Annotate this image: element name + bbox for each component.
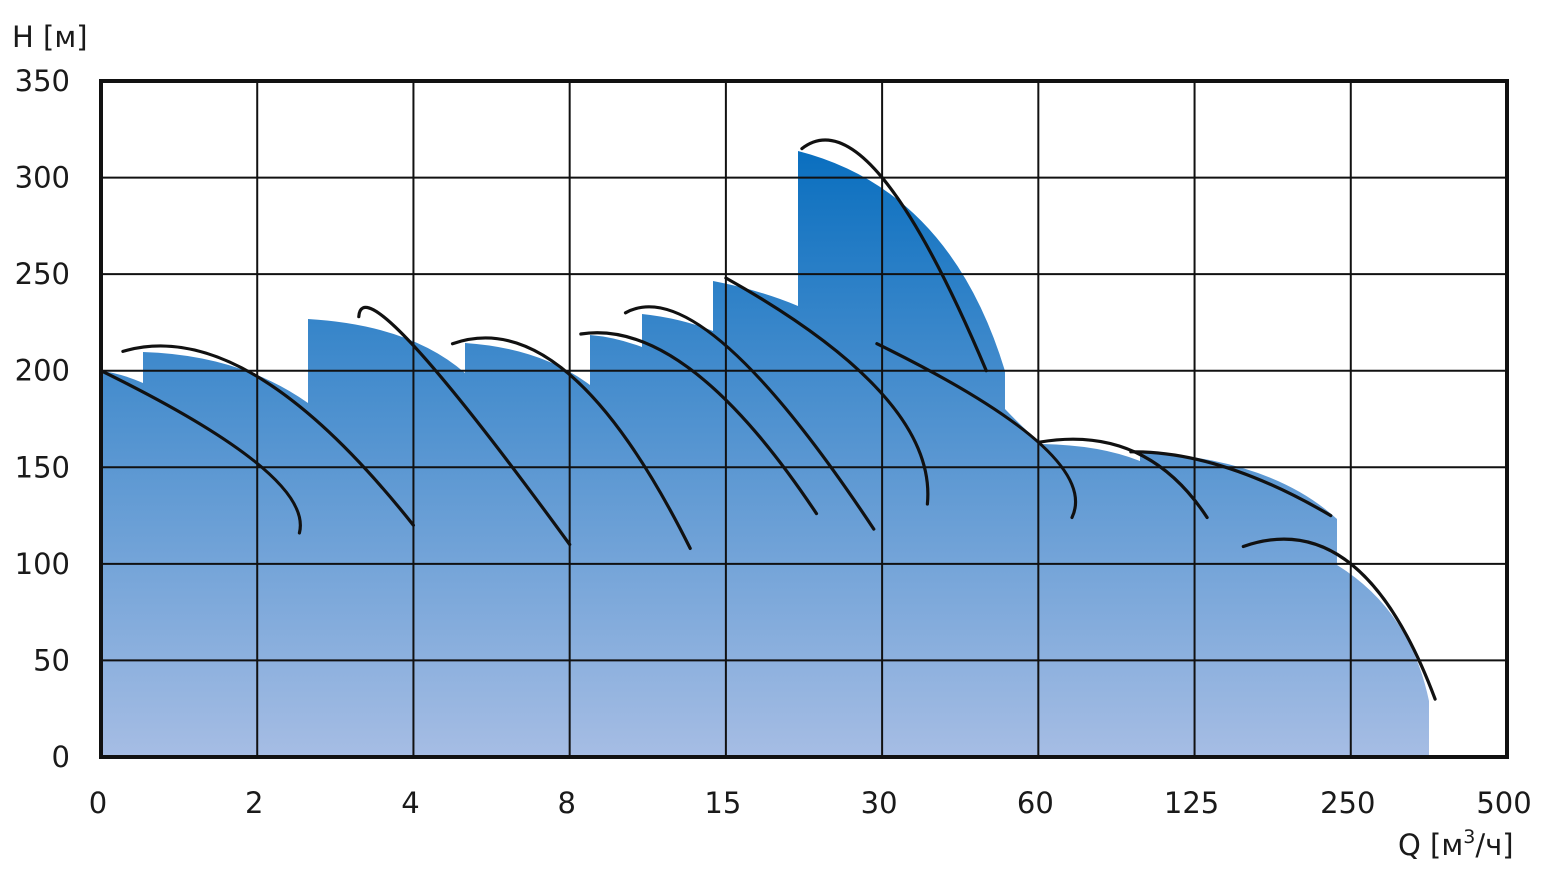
pump-curves xyxy=(99,138,1437,701)
pump-curve-6 xyxy=(623,305,876,531)
y-tick-label: 50 xyxy=(33,643,70,677)
performance-envelope-area xyxy=(101,151,1429,757)
x-tick-label: 2 xyxy=(245,786,263,820)
y-tick-label: 300 xyxy=(15,161,70,195)
x-axis-title-superscript: 3 xyxy=(1463,826,1475,848)
x-tick-label: 125 xyxy=(1164,786,1219,820)
x-axis-title-suffix: /ч] xyxy=(1475,828,1513,862)
y-tick-label: 350 xyxy=(15,64,70,98)
x-tick-label: 15 xyxy=(704,786,741,820)
x-tick-label: 250 xyxy=(1320,786,1375,820)
x-tick-label: 500 xyxy=(1476,786,1531,820)
pump-curve-7 xyxy=(724,276,930,506)
pump-curve-5 xyxy=(579,331,819,516)
grid-lines xyxy=(101,81,1507,757)
x-tick-label: 4 xyxy=(401,786,419,820)
y-tick-label: 200 xyxy=(15,354,70,388)
y-tick-labels: 0 50 100 150 200 250 300 350 xyxy=(15,64,70,774)
pump-curve-12 xyxy=(1241,537,1437,701)
y-tick-label: 100 xyxy=(15,547,70,581)
pump-curve-11 xyxy=(1129,450,1333,518)
x-tick-label: 60 xyxy=(1017,786,1054,820)
pump-curve-2 xyxy=(121,344,415,527)
y-axis-title: H [м] xyxy=(12,20,88,54)
pump-curve-1 xyxy=(99,369,302,535)
pump-curve-4 xyxy=(450,336,692,550)
x-tick-label: 30 xyxy=(861,786,898,820)
pump-curve-8 xyxy=(800,138,988,373)
x-axis-title-main: Q [м xyxy=(1398,828,1463,862)
y-tick-label: 150 xyxy=(15,450,70,484)
pump-curve-3 xyxy=(357,305,572,547)
y-tick-label: 250 xyxy=(15,257,70,291)
x-axis-title: Q [м3/ч] xyxy=(1398,826,1514,862)
y-tick-label: 0 xyxy=(52,740,70,774)
x-tick-label: 8 xyxy=(557,786,575,820)
plot-frame xyxy=(99,79,1509,759)
x-tick-label: 0 xyxy=(89,786,107,820)
x-tick-labels: 0 2 4 8 15 30 60 125 250 500 xyxy=(89,786,1532,820)
